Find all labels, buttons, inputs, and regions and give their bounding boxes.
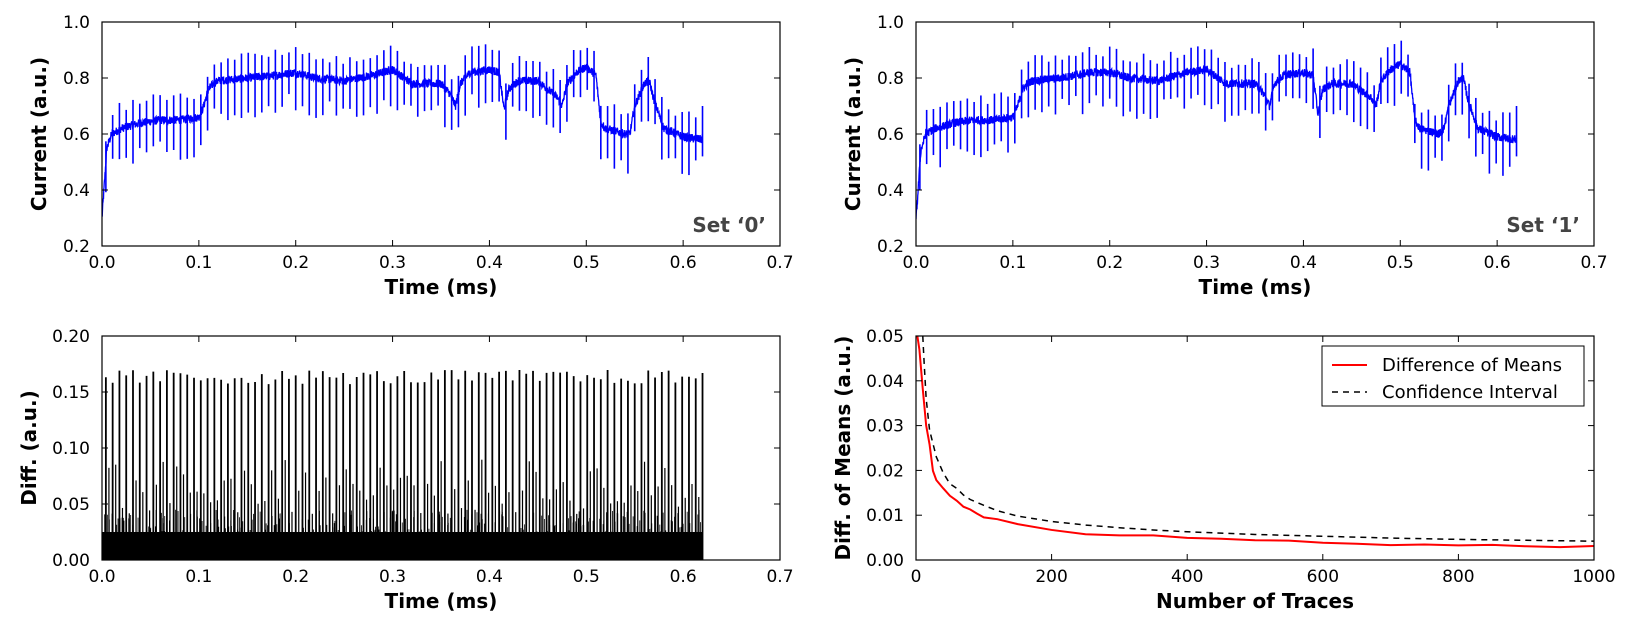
x-axis-label: Time (ms) [385,589,498,613]
y-tick-label: 1.0 [63,13,90,33]
y-tick-label: 0.4 [877,181,904,201]
x-tick-label: 0.1 [185,567,212,587]
chart-panel-p4: 0 200 400 600 800 1000 0.00 0.01 0.02 0.03 0.04 0.0… [831,327,1616,613]
x-axis-label: Time (ms) [1199,275,1312,299]
x-tick-label: 0.2 [282,253,309,273]
x-tick-label: 400 [1171,567,1203,587]
x-tick-label: 200 [1035,567,1067,587]
x-tick-label: 1000 [1572,567,1615,587]
x-tick-label: 0.7 [1580,253,1607,273]
x-tick-label: 0.4 [1290,253,1317,273]
plot-area [916,336,1594,549]
y-tick-label: 0.2 [63,237,90,257]
y-tick-label: 0.04 [866,372,904,392]
y-tick-label: 0.01 [866,506,904,526]
x-tick-label: 0.7 [766,253,793,273]
series-line-0 [916,336,1594,549]
y-tick-label: 0.00 [52,551,90,571]
x-tick-label: 0.0 [902,253,929,273]
legend-label: Confidence Interval [1382,382,1558,403]
x-tick-label: 800 [1442,567,1474,587]
y-tick-label: 0.05 [52,495,90,515]
x-tick-label: 0.4 [476,253,503,273]
chart-panel-p2: 0.0 0.1 0.2 0.3 0.4 0.5 0.6 0.7 0.2 0.4 0.6 0.8 1.0 T… [841,13,1608,299]
y-tick-label: 0.00 [866,551,904,571]
y-axis-label: Current (a.u.) [841,57,865,211]
chart-panel-p1: 0.0 0.1 0.2 0.3 0.4 0.5 0.6 0.7 0.2 0.4 0.6 0.8 1.0 T… [27,13,794,299]
x-axis-label: Time (ms) [385,275,498,299]
y-tick-label: 0.4 [63,181,90,201]
series-line-1 [922,336,1594,542]
set-annotation: Set ‘0’ [692,213,766,237]
x-tick-label: 0.2 [1096,253,1123,273]
axes-frame [915,335,1595,561]
x-tick-label: 0.2 [282,567,309,587]
x-tick-label: 0.3 [1193,253,1220,273]
y-axis-label: Diff. of Means (a.u.) [831,336,855,561]
plot-area [102,369,704,560]
x-tick-label: 0.5 [573,567,600,587]
y-tick-label: 0.05 [866,327,904,347]
x-axis-label: Number of Traces [1156,589,1354,613]
x-tick-label: 0.7 [766,567,793,587]
plot-area [916,40,1518,220]
series-line [916,60,1518,220]
y-tick-label: 0.02 [866,461,904,481]
noise-spikes [102,509,703,560]
y-tick-label: 0.8 [877,69,904,89]
y-axis-label: Diff. (a.u.) [17,390,41,505]
plot-area [102,44,704,217]
y-tick-label: 0.2 [877,237,904,257]
x-tick-label: 0.5 [573,253,600,273]
x-tick-label: 0.3 [379,567,406,587]
x-tick-label: 0.0 [88,567,115,587]
legend-box [1321,345,1585,407]
y-tick-label: 0.6 [63,125,90,145]
x-tick-label: 600 [1307,567,1339,587]
x-tick-label: 0.3 [379,253,406,273]
set-annotation: Set ‘1’ [1506,213,1580,237]
y-tick-label: 0.20 [52,327,90,347]
x-tick-label: 0.0 [88,253,115,273]
series-line [102,63,704,217]
y-tick-label: 0.10 [52,439,90,459]
y-axis-label: Current (a.u.) [27,57,51,211]
x-tick-label: 0.5 [1387,253,1414,273]
y-tick-label: 0.15 [52,383,90,403]
y-tick-label: 0.6 [877,125,904,145]
x-tick-label: 0 [911,567,922,587]
y-tick-label: 0.03 [866,417,904,437]
x-tick-label: 0.6 [670,567,697,587]
x-tick-label: 0.6 [1484,253,1511,273]
x-tick-label: 0.1 [185,253,212,273]
x-tick-label: 0.6 [670,253,697,273]
y-tick-label: 1.0 [877,13,904,33]
x-tick-label: 0.1 [999,253,1026,273]
chart-panel-p3: 0.0 0.1 0.2 0.3 0.4 0.5 0.6 0.7 0.00 0.05 0.10 0.15… [17,327,794,613]
legend: Difference of Means Confidence Interval [1321,345,1585,407]
x-tick-label: 0.4 [476,567,503,587]
y-tick-label: 0.8 [63,69,90,89]
legend-label: Difference of Means [1382,355,1562,376]
